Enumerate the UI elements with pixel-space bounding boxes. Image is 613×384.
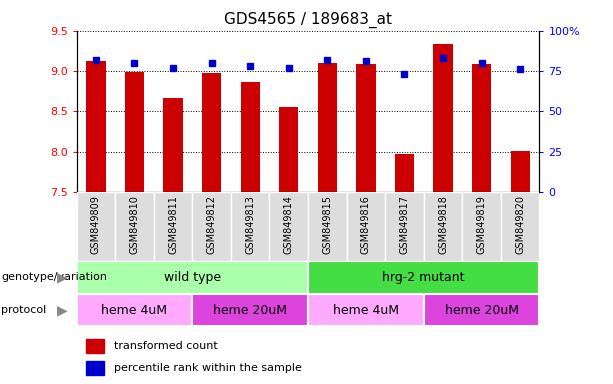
Bar [86,339,104,353]
Text: GSM849814: GSM849814 [284,195,294,254]
Bar [346,192,385,261]
Text: GSM849809: GSM849809 [91,195,101,254]
Text: protocol: protocol [1,305,47,315]
Text: heme 20uM: heme 20uM [213,304,287,316]
Bar [240,81,260,192]
Text: heme 4uM: heme 4uM [102,304,167,316]
Text: GSM849819: GSM849819 [476,195,487,254]
Bar [385,192,424,261]
Bar [433,45,452,192]
Text: GSM849811: GSM849811 [168,195,178,254]
Bar [154,192,192,261]
Bar [308,261,539,294]
Bar [308,294,424,326]
Bar [86,361,104,375]
Text: GSM849816: GSM849816 [361,195,371,254]
Text: wild type: wild type [164,271,221,284]
Bar [115,192,154,261]
Bar [318,63,337,192]
Bar [164,98,183,192]
Bar [202,73,221,192]
Bar [86,61,105,192]
Bar [356,64,376,192]
Text: ▶: ▶ [57,303,67,317]
Bar [308,192,346,261]
Text: genotype/variation: genotype/variation [1,272,107,283]
Text: ▶: ▶ [57,270,67,285]
Text: GSM849818: GSM849818 [438,195,448,254]
Bar [279,107,299,192]
Bar [77,192,115,261]
Text: hrg-2 mutant: hrg-2 mutant [383,271,465,284]
Bar [472,64,491,192]
Text: GSM849810: GSM849810 [129,195,140,254]
Bar [424,294,539,326]
Text: heme 4uM: heme 4uM [333,304,399,316]
Bar [424,192,462,261]
Text: GSM849820: GSM849820 [515,195,525,255]
Text: GSM849813: GSM849813 [245,195,255,254]
Text: percentile rank within the sample: percentile rank within the sample [113,363,302,373]
Bar [77,261,308,294]
Bar [231,192,270,261]
Bar [501,192,539,261]
Bar [77,294,192,326]
Text: transformed count: transformed count [113,341,218,351]
Title: GDS4565 / 189683_at: GDS4565 / 189683_at [224,12,392,28]
Text: GSM849812: GSM849812 [207,195,216,255]
Text: GSM849817: GSM849817 [400,195,409,255]
Bar [192,192,231,261]
Bar [125,72,144,192]
Bar [270,192,308,261]
Text: heme 20uM: heme 20uM [444,304,519,316]
Bar [192,294,308,326]
Bar [511,151,530,192]
Text: GSM849815: GSM849815 [322,195,332,255]
Bar [395,154,414,192]
Bar [462,192,501,261]
